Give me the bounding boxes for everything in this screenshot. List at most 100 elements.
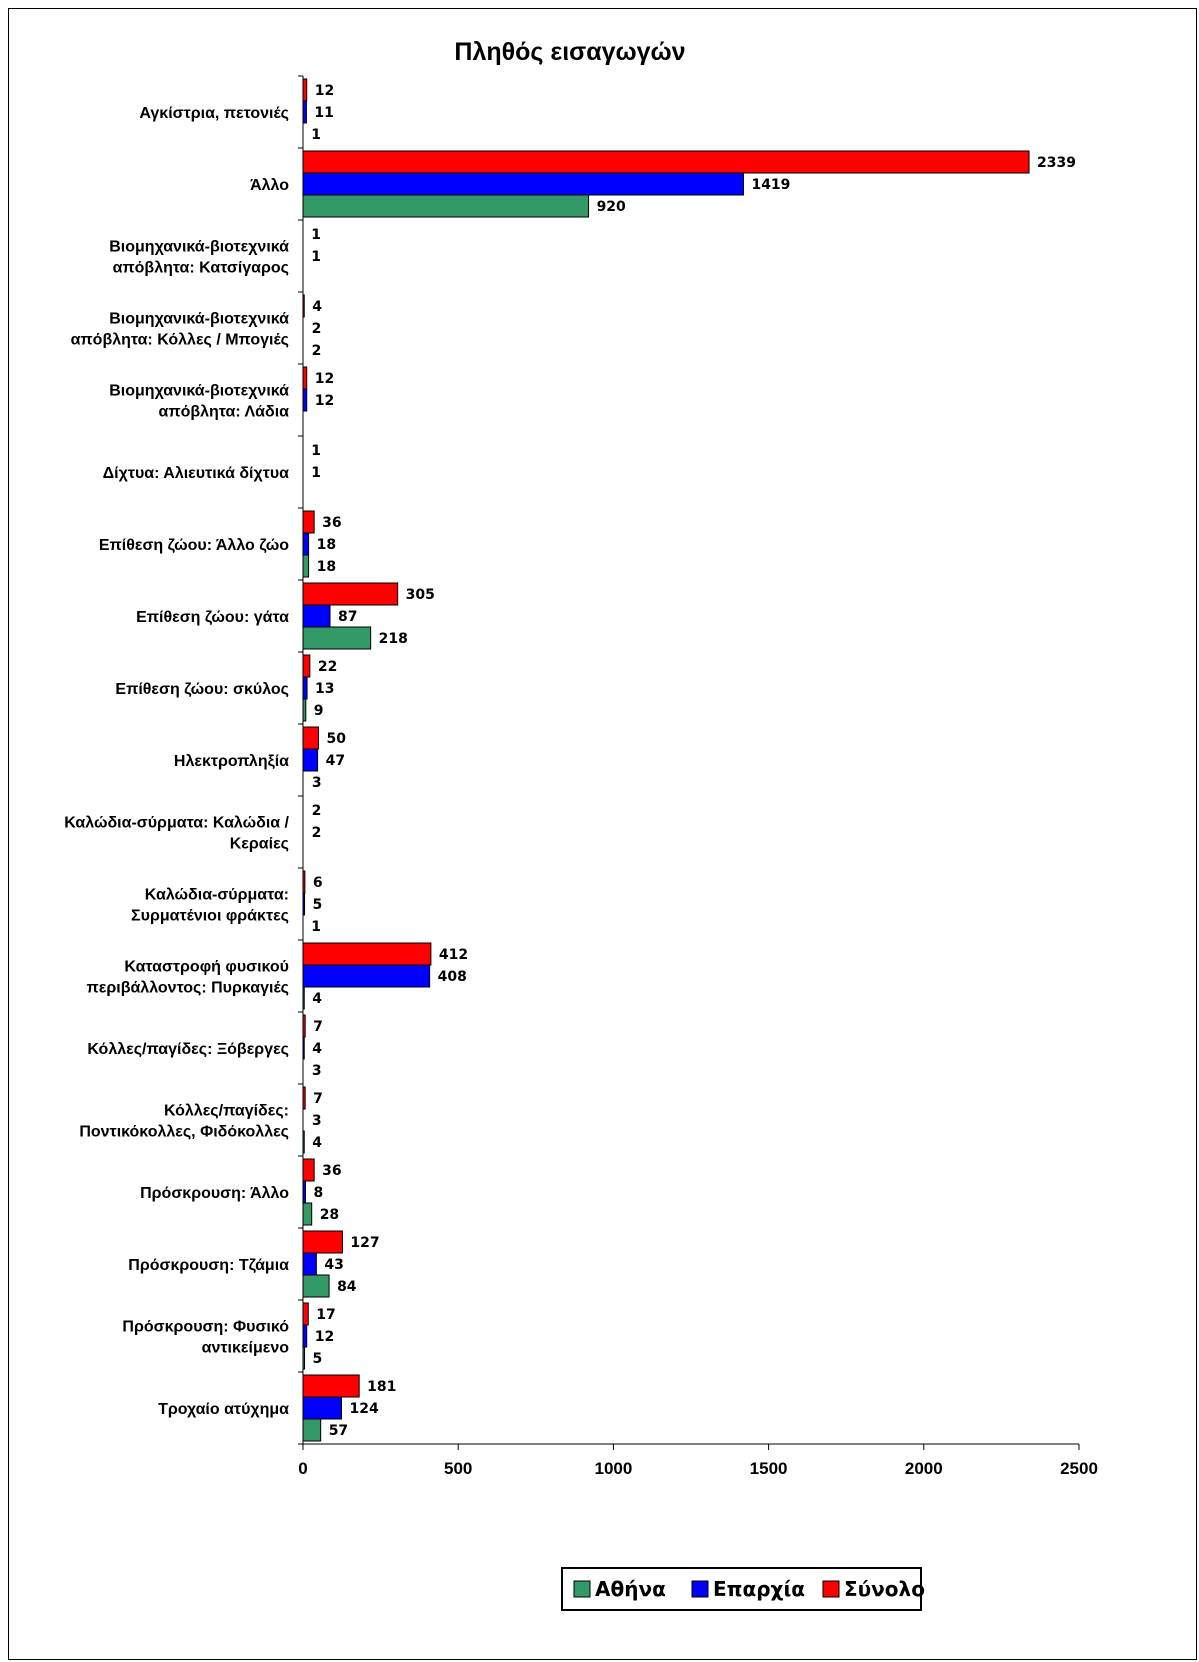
category-label: Δίχτυα: Αλιευτικά δίχτυα (103, 465, 290, 482)
legend-swatch (691, 1580, 709, 1598)
bar (302, 1274, 330, 1298)
data-label: 28 (320, 1207, 339, 1223)
data-label: 3 (312, 1113, 322, 1129)
bar (302, 748, 319, 772)
bar (302, 1374, 360, 1398)
data-label: 84 (337, 1279, 357, 1295)
data-label: 8 (313, 1185, 323, 1201)
bar (302, 78, 308, 102)
legend-label: Σύνολο (844, 1577, 925, 1601)
data-label: 11 (314, 105, 333, 121)
category-label: Επίθεση ζώου: σκύλος (115, 681, 289, 698)
data-label: 1 (311, 443, 321, 459)
data-label: 12 (315, 371, 334, 387)
bar (302, 698, 307, 722)
data-label: 305 (406, 587, 435, 603)
data-label: 124 (349, 1401, 378, 1417)
data-label: 4 (312, 299, 322, 315)
category-label: Κόλλες/παγίδες: Ξόβεργες (87, 1041, 289, 1058)
data-label: 1 (311, 127, 321, 143)
category-label: Ηλεκτροπληξία (174, 753, 289, 770)
data-label: 1419 (751, 177, 790, 193)
data-label: 412 (439, 947, 468, 963)
data-label: 920 (597, 199, 626, 215)
bar (302, 532, 310, 556)
bar (302, 1036, 305, 1060)
bar (302, 676, 308, 700)
bar (302, 510, 315, 534)
data-label: 6 (313, 875, 323, 891)
bar (302, 892, 306, 916)
data-label: 7 (313, 1091, 323, 1107)
bar (302, 942, 432, 966)
bar (302, 1180, 306, 1204)
bar (302, 870, 306, 894)
legend-swatch (573, 1580, 591, 1598)
data-label: 1 (311, 227, 321, 243)
data-label: 36 (322, 515, 341, 531)
data-label: 57 (329, 1423, 348, 1439)
category-label: Κόλλες/παγίδες: Ποντικόκολλες, Φιδόκολλες (79, 1103, 289, 1141)
bar (302, 1346, 306, 1370)
bar (302, 1418, 322, 1442)
data-label: 17 (316, 1307, 335, 1323)
data-label: 43 (324, 1257, 343, 1273)
data-label: 36 (322, 1163, 341, 1179)
category-label: Επίθεση ζώου: Άλλο ζώο (99, 537, 289, 554)
data-label: 7 (313, 1019, 323, 1035)
bar (302, 1230, 343, 1254)
category-label: Καλώδια-σύρματα: Συρματένιοι φράκτες (131, 887, 289, 925)
bar (302, 1202, 313, 1226)
bar (302, 626, 372, 650)
bar (302, 366, 308, 390)
chart-frame: Πληθός εισαγωγών 0 500 1000 1500 2000 2500 Αγκ… (8, 8, 1197, 1660)
category-label: Πρόσκρουση: Άλλο (140, 1185, 289, 1202)
data-label: 2 (312, 321, 322, 337)
data-label: 5 (313, 897, 323, 913)
bar (302, 986, 305, 1010)
data-label: 13 (315, 681, 334, 697)
bar (302, 604, 331, 628)
x-tick-label: 500 (444, 1459, 472, 1478)
x-tick-label: 2000 (905, 1459, 943, 1478)
category-label: Καταστροφή φυσικού περιβάλλοντος: Πυρκαγι… (87, 959, 290, 997)
bar (302, 964, 431, 988)
category-label: Άλλο (250, 177, 289, 194)
category-label: Τροχαίο ατύχημα (158, 1401, 289, 1418)
data-label: 5 (313, 1351, 323, 1367)
legend-label: Αθήνα (595, 1577, 666, 1601)
x-tick-label: 1000 (594, 1459, 632, 1478)
legend-label: Επαρχία (713, 1577, 805, 1601)
category-label: Βιομηχανικά-βιοτεχνικά απόβλητα: Κατσίγαρ… (109, 239, 289, 277)
bar (302, 1130, 305, 1154)
data-label: 2 (312, 343, 322, 359)
bar (302, 388, 308, 412)
data-label: 18 (317, 537, 336, 553)
data-label: 12 (315, 83, 334, 99)
category-label: Καλώδια-σύρματα: Καλώδια / Κεραίες (64, 815, 289, 853)
bar (302, 1324, 308, 1348)
bar (302, 1086, 306, 1110)
chart-title: Πληθός εισαγωγών (454, 38, 685, 66)
bar (302, 294, 305, 318)
data-label: 127 (350, 1235, 379, 1251)
x-tick-label: 0 (298, 1459, 307, 1478)
bar (302, 172, 744, 196)
data-label: 3 (312, 1063, 322, 1079)
category-label: Πρόσκρουση: Τζάμια (128, 1257, 289, 1274)
bar (302, 554, 310, 578)
data-label: 218 (379, 631, 408, 647)
bar (302, 150, 1030, 174)
category-label: Αγκίστρια, πετονιές (139, 105, 289, 122)
data-label: 4 (312, 991, 322, 1007)
data-label: 2 (312, 825, 322, 841)
legend-box (561, 1567, 922, 1611)
data-label: 1 (311, 249, 321, 265)
data-label: 50 (327, 731, 347, 747)
data-label: 408 (438, 969, 467, 985)
bar (302, 1158, 315, 1182)
category-label: Βιομηχανικά-βιοτεχνικά απόβλητα: Λάδια (109, 383, 289, 421)
data-label: 18 (317, 559, 336, 575)
data-label: 9 (314, 703, 324, 719)
bar (302, 582, 399, 606)
